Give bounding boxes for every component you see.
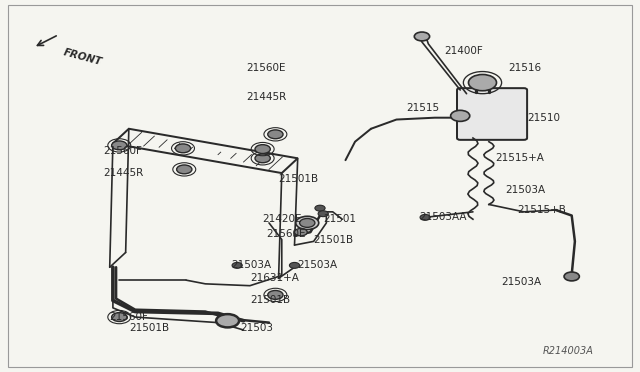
- Text: 21400F: 21400F: [444, 46, 483, 56]
- Circle shape: [111, 312, 127, 321]
- Text: 21501B: 21501B: [129, 323, 169, 333]
- Text: 21560F: 21560F: [109, 312, 148, 322]
- Text: 21503A: 21503A: [505, 185, 545, 195]
- Circle shape: [294, 228, 307, 236]
- Text: 21515+B: 21515+B: [518, 205, 566, 215]
- Text: 21560F: 21560F: [103, 146, 142, 156]
- Circle shape: [318, 211, 328, 217]
- Circle shape: [177, 165, 192, 174]
- Text: 21503A: 21503A: [231, 260, 271, 270]
- FancyBboxPatch shape: [457, 88, 527, 140]
- Text: 21503A: 21503A: [298, 260, 338, 270]
- Text: 21445R: 21445R: [103, 168, 143, 178]
- Circle shape: [268, 130, 283, 139]
- Text: 21503: 21503: [241, 323, 273, 333]
- Text: 21420E: 21420E: [262, 214, 302, 224]
- Text: 21445R: 21445R: [246, 92, 287, 102]
- Circle shape: [414, 32, 429, 41]
- Text: 21501B: 21501B: [250, 295, 290, 305]
- Text: 21515: 21515: [406, 103, 439, 113]
- Circle shape: [111, 141, 127, 150]
- Text: 21516: 21516: [508, 63, 541, 73]
- Text: 21501B: 21501B: [278, 174, 319, 184]
- Text: FRONT: FRONT: [62, 48, 103, 67]
- Circle shape: [289, 262, 300, 268]
- Circle shape: [216, 314, 239, 327]
- Circle shape: [232, 262, 243, 268]
- Text: 21503AA: 21503AA: [419, 212, 467, 222]
- Circle shape: [296, 216, 319, 230]
- Text: 21501: 21501: [323, 214, 356, 224]
- Circle shape: [420, 214, 430, 220]
- Text: R214003A: R214003A: [543, 346, 594, 356]
- Text: 21501B: 21501B: [314, 234, 354, 244]
- Text: 21560E: 21560E: [246, 63, 286, 73]
- Text: 21631+A: 21631+A: [250, 273, 299, 283]
- Circle shape: [255, 145, 270, 154]
- Text: 21515+A: 21515+A: [495, 153, 544, 163]
- Circle shape: [268, 291, 283, 299]
- Circle shape: [315, 205, 325, 211]
- Circle shape: [564, 272, 579, 281]
- Text: 21503A: 21503A: [502, 277, 541, 287]
- Circle shape: [451, 110, 470, 121]
- Circle shape: [468, 74, 497, 91]
- Circle shape: [300, 218, 315, 227]
- Circle shape: [255, 154, 270, 163]
- Text: 21510: 21510: [527, 113, 560, 123]
- Circle shape: [175, 144, 191, 153]
- Text: 21560E: 21560E: [266, 229, 305, 239]
